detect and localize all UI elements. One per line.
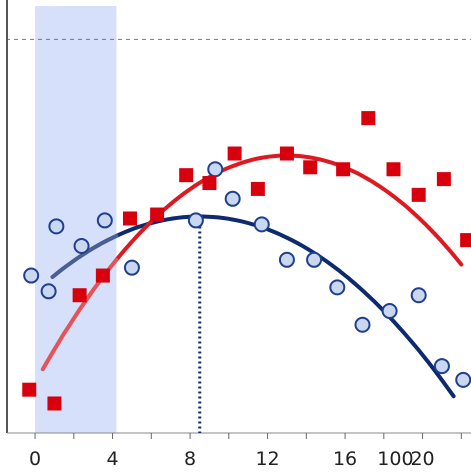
x-tick-label: 4: [107, 448, 119, 470]
data-point-circle: [224, 190, 241, 207]
data-point-square: [72, 288, 87, 303]
data-point-square: [250, 181, 265, 196]
x-tick-label: 8: [184, 448, 196, 470]
data-point-square: [411, 187, 426, 202]
x-tick-label: 20: [410, 448, 434, 470]
data-point-circle: [381, 302, 398, 319]
data-point-circle: [278, 251, 295, 268]
x-tick-label: 0: [29, 448, 41, 470]
data-point-square: [460, 233, 471, 248]
data-point-circle: [73, 238, 90, 255]
x-tick-label: 100: [377, 448, 413, 470]
data-point-circle: [354, 316, 371, 333]
data-point-circle: [306, 251, 323, 268]
data-point-square: [179, 168, 194, 183]
data-point-circle: [40, 283, 57, 300]
data-point-circle: [48, 218, 65, 235]
data-point-square: [336, 162, 351, 177]
data-point-square: [227, 146, 242, 161]
fit-curve-band-overlay: [50, 233, 119, 279]
data-point-square: [22, 382, 37, 397]
fit-curve-square: [40, 153, 464, 372]
data-point-square: [279, 146, 294, 161]
data-point-square: [123, 211, 137, 226]
data-points: [22, 111, 471, 411]
data-point-square: [303, 160, 318, 175]
data-point-circle: [253, 216, 270, 233]
data-point-circle: [187, 212, 204, 229]
data-point-square: [47, 396, 62, 411]
axes: [6, 0, 471, 439]
data-point-circle: [123, 259, 140, 276]
x-tick-label: 12: [255, 448, 279, 470]
data-point-circle: [96, 212, 113, 229]
x-tick-label: 16: [333, 448, 357, 470]
data-point-circle: [433, 358, 450, 375]
data-point-square: [386, 162, 401, 177]
data-point-circle: [455, 371, 471, 388]
data-point-circle: [207, 161, 224, 178]
data-point-square: [436, 172, 451, 187]
data-point-square: [150, 207, 165, 222]
data-point-circle: [329, 279, 346, 296]
data-point-circle: [410, 287, 427, 304]
data-point-square: [95, 268, 110, 283]
data-point-square: [202, 176, 217, 191]
data-point-square: [361, 111, 376, 126]
data-point-circle: [23, 267, 40, 284]
